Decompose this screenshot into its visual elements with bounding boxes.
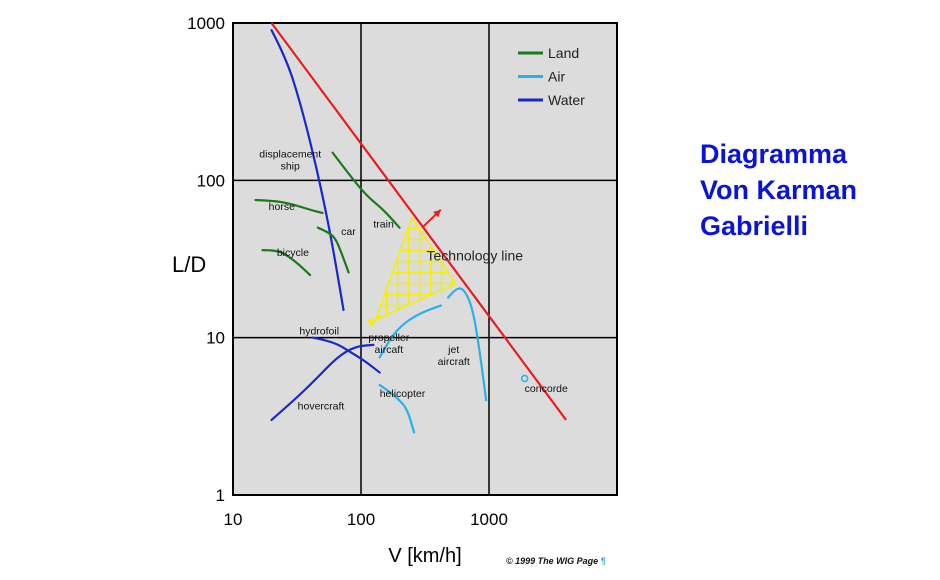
legend-label-air: Air — [548, 69, 565, 85]
series-horse-label: horse — [269, 201, 295, 213]
series-displacement-ship-label: displacement ship — [259, 148, 321, 172]
series-helicopter-label: helicopter — [380, 388, 426, 400]
tick-labels: 10 100 1000 1 10 100 1000 — [187, 14, 508, 529]
technology-line-label: Technology line — [427, 247, 524, 263]
series-hovercraft-label: hovercraft — [298, 400, 345, 412]
series-propeller-aircaft-label: propeller aircaft — [368, 332, 409, 356]
side-title: Diagramma Von Karman Gabrielli — [700, 136, 857, 244]
series-helicopter-line — [378, 383, 416, 434]
series-jet-aircraft-label: jet aircraft — [438, 344, 470, 368]
side-title-line-3: Gabrielli — [700, 211, 809, 241]
copyright-text: © 1999 The WIG Page — [506, 556, 599, 566]
series-bicycle-line — [261, 249, 312, 277]
series-jet-aircraft-line — [447, 287, 488, 402]
series-concorde-marker — [520, 374, 529, 383]
legend-label-land: Land — [548, 45, 579, 61]
legend-label-water: Water — [548, 92, 585, 108]
technology-line-group: Technology line — [270, 22, 567, 421]
series-concorde-label: concorde — [525, 383, 568, 395]
technology-arrowhead — [433, 209, 441, 218]
series-hovercraft-line — [270, 343, 375, 422]
series-propeller-aircaft-line — [378, 304, 442, 359]
series-bicycle-label: bicycle — [277, 247, 309, 259]
series-hydrofoil-line — [311, 336, 381, 374]
copyright-notice: © 1999 The WIG Page ¶ — [506, 556, 606, 566]
x-tick-label: 100 — [347, 510, 375, 529]
grid — [232, 22, 617, 496]
series-horse-line — [254, 198, 324, 215]
series-displacement-ship-line — [270, 29, 345, 312]
series-labels: displacement ship hydrofoil hovercraft horse… — [259, 148, 568, 412]
y-tick-label: 10 — [206, 329, 225, 348]
x-axis-label: V [km/h] — [388, 545, 461, 567]
series-group — [254, 29, 529, 434]
series-hydrofoil-label: hydrofoil — [299, 325, 339, 337]
plot-area — [232, 22, 618, 496]
zone-arrowhead — [367, 319, 376, 328]
side-title-line-1: Diagramma — [700, 139, 848, 169]
x-tick-label: 1000 — [470, 510, 508, 529]
side-title-line-2: Von Karman — [700, 175, 858, 205]
series-train-line — [331, 151, 401, 229]
zone-outline — [374, 215, 457, 322]
pilcrow-icon: ¶ — [600, 556, 606, 566]
y-tick-label: 1 — [216, 486, 225, 505]
y-axis-label: L/D — [172, 252, 206, 277]
y-tick-label: 100 — [197, 171, 225, 190]
technology-line — [270, 22, 567, 421]
y-tick-label: 1000 — [187, 14, 225, 33]
x-tick-label: 10 — [224, 510, 243, 529]
series-car-line — [316, 226, 350, 274]
legend: Land Air Water — [518, 45, 585, 108]
series-train-label: train — [373, 219, 394, 231]
series-car-label: car — [341, 226, 356, 238]
